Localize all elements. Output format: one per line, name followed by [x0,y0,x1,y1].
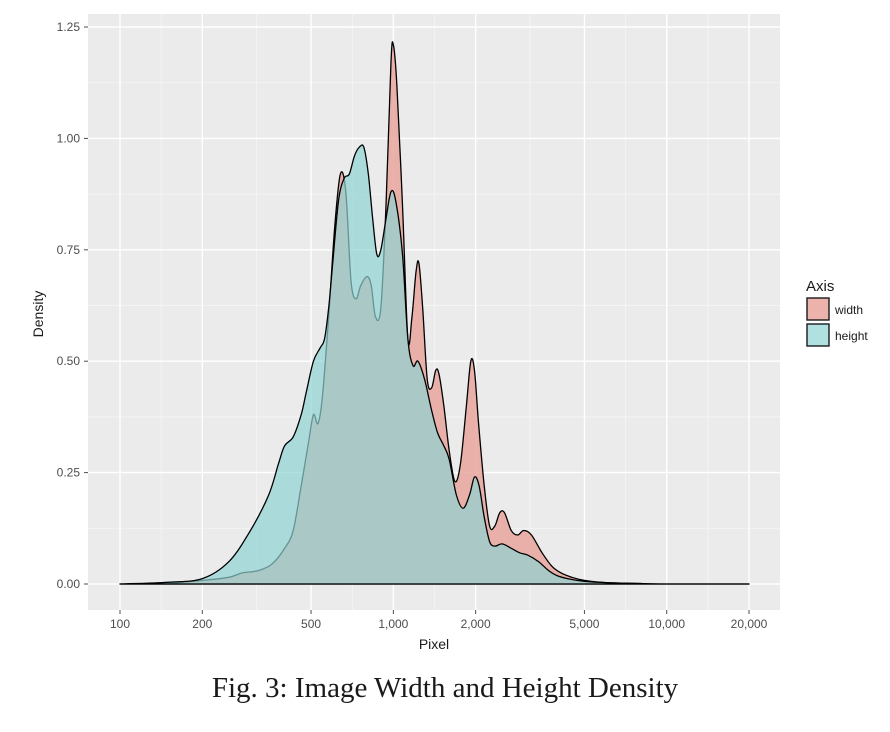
y-tick-label: 0.50 [57,354,81,368]
y-axis-title: Density [30,291,46,338]
y-tick-label: 1.25 [57,20,81,34]
x-tick-label: 20,000 [731,617,768,631]
x-tick-label: 1,000 [378,617,408,631]
legend-title: Axis [806,278,834,295]
x-tick-label: 200 [192,617,212,631]
legend-label-width: width [834,303,863,317]
y-tick-label: 0.75 [57,243,81,257]
x-tick-label: 10,000 [648,617,685,631]
y-axis-ticks: 0.00 0.25 0.50 0.75 1.00 1.25 [57,20,88,591]
legend-key-width [806,297,830,321]
legend: Axis width height [806,278,868,347]
x-tick-label: 2,000 [461,617,491,631]
x-tick-label: 5,000 [569,617,599,631]
x-axis-title: Pixel [419,636,449,652]
y-tick-label: 1.00 [57,131,81,145]
legend-label-height: height [835,329,868,343]
density-series [119,41,750,585]
x-tick-label: 100 [110,617,130,631]
density-area-height [119,144,750,585]
legend-key-height [806,323,830,347]
y-tick-label: 0.25 [57,466,81,480]
figure-caption: Fig. 3: Image Width and Height Density [211,672,679,704]
x-tick-label: 500 [301,617,321,631]
x-axis-ticks: 100 200 500 1,000 2,000 5,000 10,000 20,000 [110,610,768,631]
y-tick-label: 0.00 [57,577,81,591]
